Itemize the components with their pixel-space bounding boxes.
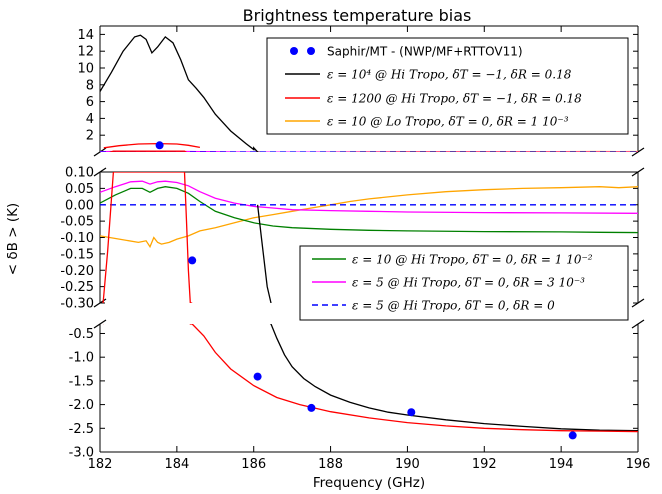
y-tick-label: 0.05 (65, 182, 94, 197)
x-tick-label: 182 (88, 457, 113, 472)
series-black-line (100, 34, 261, 152)
saphir-point (407, 408, 416, 417)
y-tick-label: -3.0 (69, 446, 94, 461)
y-tick-label: -2.5 (69, 422, 94, 437)
y-tick-label: 4 (86, 112, 94, 127)
y-tick-label: -0.20 (60, 264, 94, 279)
y-tick-label: -0.15 (60, 247, 94, 262)
y-tick-label: 12 (77, 45, 94, 60)
y-tick-label: -1.0 (69, 351, 94, 366)
series-green-line (100, 186, 638, 234)
legend-bottom: ε = 10 @ Hi Tropo, δT = 0, δR = 1 10⁻² ε… (299, 245, 629, 321)
series-red-line (104, 262, 200, 286)
series-layer (100, 34, 638, 440)
y-tick-label: -0.30 (60, 297, 94, 312)
legend-saphir-marker (307, 47, 315, 55)
legend-black-label: ε = 10⁴ @ Hi Tropo, δT = −1, δR = 0.18 (327, 68, 572, 82)
x-tick-label: 184 (164, 457, 189, 472)
legend-saphir-marker (290, 47, 298, 55)
y-tick-label: 10 (77, 62, 94, 77)
y-tick-label: -1.5 (69, 374, 94, 389)
series-red-line (102, 172, 193, 303)
x-tick-label: 192 (472, 457, 497, 472)
x-axis-label: Frequency (GHz) (313, 475, 425, 491)
saphir-point (155, 141, 164, 150)
series-magenta-line (100, 180, 638, 214)
series-red-line (103, 142, 201, 149)
legend-orange-label: ε = 10 @ Lo Tropo, δT = 0, δR = 1 10⁻³ (327, 115, 569, 129)
chart-title: Brightness temperature bias (243, 6, 472, 25)
y-tick-label: 2 (86, 129, 94, 144)
legend-green-label: ε = 10 @ Hi Tropo, δT = 0, δR = 1 10⁻² (352, 253, 593, 267)
series-red-line (109, 150, 188, 152)
legend-red-label: ε = 1200 @ Hi Tropo, δT = −1, δR = 0.18 (327, 92, 582, 106)
y-tick-label: 8 (86, 78, 94, 93)
saphir-point (188, 256, 197, 265)
y-tick-label: 0.00 (65, 198, 94, 213)
y-tick-label: -0.5 (69, 327, 94, 342)
saphir-point (568, 431, 577, 440)
legend-blue-label: ε = 5 @ Hi Tropo, δT = 0, δR = 0 (352, 299, 555, 313)
x-tick-label: 194 (549, 457, 574, 472)
y-tick-label: -0.05 (60, 215, 94, 230)
y-tick-label: 0.10 (65, 166, 94, 181)
x-tick-label: 188 (318, 457, 343, 472)
x-tick-label: 190 (395, 457, 420, 472)
series-orange-line (100, 186, 638, 249)
series-black-line (269, 324, 638, 432)
saphir-point (307, 403, 316, 412)
y-axis-label: < δB > (K) (5, 203, 21, 275)
series-red-line (103, 324, 638, 433)
legend-magenta-label: ε = 5 @ Hi Tropo, δT = 0, δR = 3 10⁻³ (352, 276, 585, 290)
y-tick-label: -0.25 (60, 280, 94, 295)
saphir-point (253, 372, 262, 381)
y-tick-label: -0.10 (60, 231, 94, 246)
x-tick-group: 182 184 186 188 190 192 194 196 (88, 26, 651, 472)
y-tick-label: 6 (86, 95, 94, 110)
y-tick-label: 14 (77, 28, 94, 43)
legend-top: Saphir/MT - (NWP/MF+RTTOV11) ε = 10⁴ @ H… (266, 37, 629, 135)
y-tick-label: -2.0 (69, 398, 94, 413)
series-black-line (256, 204, 272, 303)
y-tick-group: 2 4 6 810 12 14 0.100.050.00 -0.05-0.10-0.15 -0.… (60, 28, 638, 461)
x-tick-label: 186 (241, 457, 266, 472)
x-tick-label: 196 (626, 457, 651, 472)
legend-saphir-label: Saphir/MT - (NWP/MF+RTTOV11) (327, 45, 523, 59)
